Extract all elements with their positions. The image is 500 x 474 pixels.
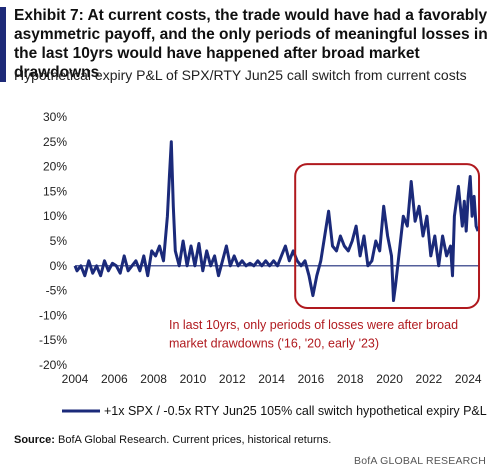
pnl-line-chart: -20%-15%-10%-5%0%5%10%15%20%25%30% 2004 2…	[39, 110, 487, 418]
x-tick-label: 2016	[298, 372, 325, 386]
y-tick-label: 15%	[43, 184, 67, 198]
y-tick-label: 5%	[50, 234, 68, 248]
source-text: BofA Global Research. Current prices, hi…	[58, 434, 332, 446]
x-axis-ticks: 2004 2006 2008 2010 2012 2014 2016 2018 2020 2022…	[62, 372, 482, 386]
brand-label: BofA GLOBAL RESEARCH	[354, 455, 486, 467]
x-tick-label: 2014	[258, 372, 285, 386]
highlight-box	[294, 163, 481, 309]
x-tick-label: 2012	[219, 372, 246, 386]
y-tick-label: 0%	[50, 259, 68, 273]
y-tick-label: 20%	[43, 160, 67, 174]
annotation-line-1: In last 10yrs, only periods of losses we…	[169, 318, 458, 332]
chart-legend: +1x SPX / -0.5x RTY Jun25 105% call swit…	[62, 404, 487, 418]
y-tick-label: -20%	[39, 358, 67, 372]
x-tick-label: 2024	[455, 372, 482, 386]
x-tick-label: 2008	[140, 372, 167, 386]
exhibit-title: Exhibit 7: At current costs, the trade w…	[14, 7, 488, 81]
y-tick-label: 25%	[43, 135, 67, 149]
x-tick-label: 2018	[337, 372, 364, 386]
y-axis-ticks: -20% -15% -10% -5% 0% 5% 10% 15% 20% 25% 30%	[39, 110, 67, 372]
legend-label: +1x SPX / -0.5x RTY Jun25 105% call swit…	[104, 404, 487, 418]
x-tick-label: 2020	[376, 372, 403, 386]
title-accent-bar	[0, 7, 6, 82]
y-tick-label: -15%	[39, 333, 67, 347]
y-tick-label: 10%	[43, 209, 67, 223]
y-tick-label: -10%	[39, 308, 67, 322]
x-tick-label: 2006	[101, 372, 128, 386]
annotation-line-2: market drawdowns ('16, '20, early '23)	[169, 337, 379, 351]
x-tick-label: 2010	[180, 372, 207, 386]
series-line	[73, 140, 480, 302]
source-note: Source: BofA Global Research. Current pr…	[14, 434, 331, 446]
x-tick-label: 2004	[62, 372, 89, 386]
source-label: Source:	[14, 434, 55, 446]
y-tick-label: 30%	[43, 110, 67, 124]
y-tick-label: -5%	[46, 284, 68, 298]
chart-subtitle: Hypothetical expiry P&L of SPX/RTY Jun25…	[14, 67, 467, 83]
series-group	[73, 140, 480, 302]
x-tick-label: 2022	[416, 372, 443, 386]
